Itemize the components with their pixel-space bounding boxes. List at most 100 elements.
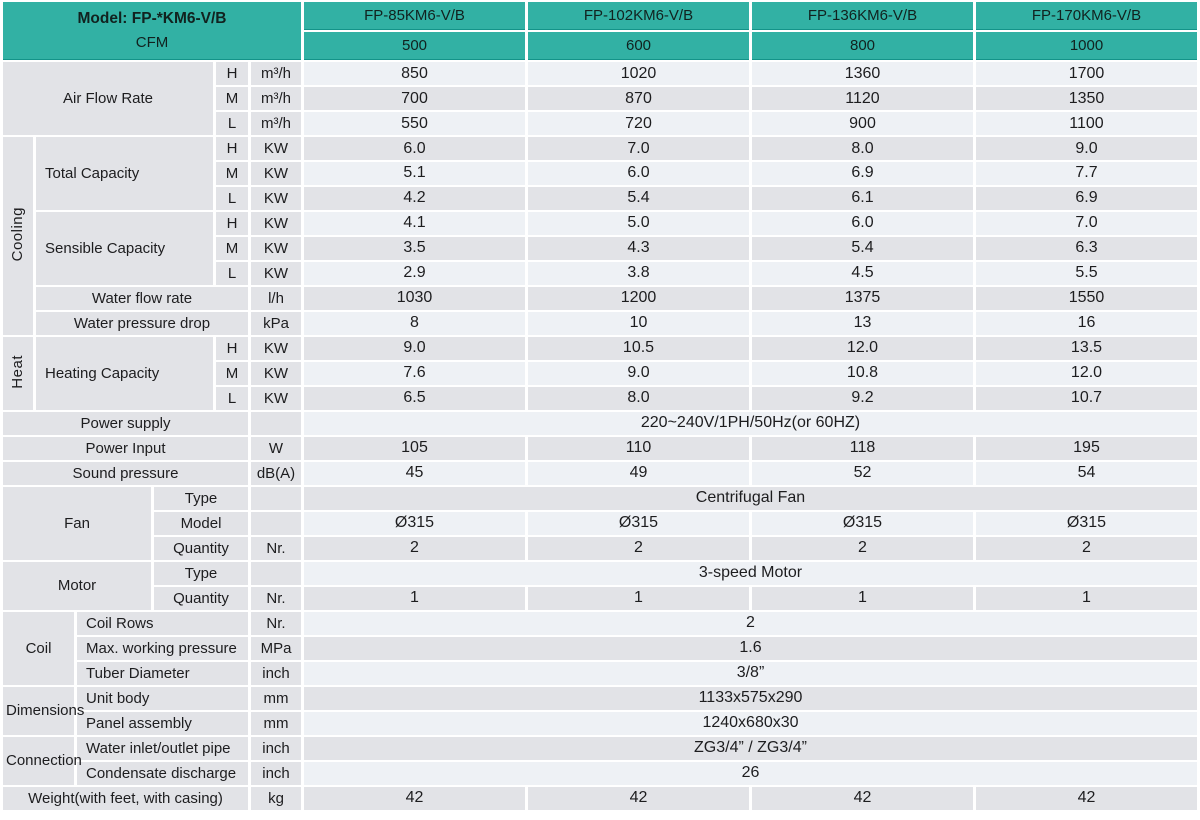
- speed-label: H: [216, 212, 248, 236]
- max-working-pressure-row: Max. working pressure MPa 1.6: [3, 636, 1197, 660]
- empty-unit-cell: [251, 511, 301, 535]
- unit-body-row: Dimensions Unit body mm 1133x575x290: [3, 686, 1197, 735]
- sensible-capacity-m-row: M KW 3.5 4.3 5.4 6.3: [3, 237, 1197, 261]
- value-cell: 9.0: [976, 137, 1197, 161]
- cooling-group-label: Cooling: [3, 137, 33, 336]
- water-flow-rate-row: Water flow rate l/h 1030 1200 1375 1550: [3, 287, 1197, 311]
- value-cell: 900: [752, 112, 973, 136]
- value-cell: 5.1: [304, 162, 525, 186]
- value-cell: 3.8: [528, 262, 749, 286]
- panel-assembly-label: Panel assembly: [77, 711, 248, 735]
- heating-capacity-h-row: Heat Heating Capacity H KW 9.0 10.5 12.0…: [3, 337, 1197, 411]
- unit-cell: dB(A): [251, 462, 301, 485]
- value-cell: 1200: [528, 287, 749, 311]
- heating-capacity-label: Heating Capacity: [36, 337, 213, 411]
- cfm-value-cell: 800: [752, 32, 973, 61]
- value-cell: 2: [304, 536, 525, 560]
- condensate-discharge-value: 26: [304, 761, 1197, 785]
- value-cell: 13.5: [976, 337, 1197, 361]
- motor-type-value: 3-speed Motor: [304, 561, 1197, 585]
- fan-type-row: Fan Type Centrifugal Fan: [3, 486, 1197, 560]
- speed-label: H: [216, 62, 248, 86]
- speed-label: L: [216, 262, 248, 286]
- sound-pressure-label: Sound pressure: [3, 462, 248, 485]
- value-cell: 8.0: [752, 137, 973, 161]
- model-column-header: FP-136KM6-V/B: [752, 2, 973, 31]
- water-pipe-row: Connection Water inlet/outlet pipe inch …: [3, 736, 1197, 785]
- value-cell: 720: [528, 112, 749, 136]
- value-cell: 45: [304, 462, 525, 485]
- heat-group-label: Heat: [3, 337, 33, 411]
- coil-rows-row: Coil Coil Rows Nr. 2: [3, 611, 1197, 685]
- power-supply-value: 220~240V/1PH/50Hz(or 60HZ): [304, 412, 1197, 436]
- value-cell: 42: [752, 786, 973, 810]
- unit-cell: inch: [251, 736, 301, 760]
- value-cell: 6.9: [752, 162, 973, 186]
- unit-body-value: 1133x575x290: [304, 686, 1197, 710]
- unit-cell: MPa: [251, 636, 301, 660]
- unit-cell: mm: [251, 686, 301, 710]
- empty-unit-cell: [251, 412, 301, 436]
- cooling-vertical-text: Cooling: [9, 206, 27, 262]
- unit-cell: KW: [251, 187, 301, 211]
- value-cell: 1550: [976, 287, 1197, 311]
- weight-row: Weight(with feet, with casing) kg 42 42 …: [3, 786, 1197, 810]
- value-cell: 10.7: [976, 387, 1197, 411]
- unit-cell: Nr.: [251, 611, 301, 635]
- value-cell: 1: [304, 586, 525, 610]
- unit-cell: KW: [251, 137, 301, 161]
- tuber-diameter-row: Tuber Diameter inch 3/8”: [3, 661, 1197, 685]
- value-cell: 6.5: [304, 387, 525, 411]
- connection-group-label: Connection: [3, 736, 82, 785]
- value-cell: 16: [976, 312, 1197, 336]
- value-cell: 8: [304, 312, 525, 336]
- value-cell: 870: [528, 87, 749, 111]
- value-cell: 700: [304, 87, 525, 111]
- water-flow-rate-label: Water flow rate: [36, 287, 248, 311]
- value-cell: 7.0: [528, 137, 749, 161]
- value-cell: 1020: [528, 62, 749, 86]
- value-cell: 5.4: [528, 187, 749, 211]
- coil-rows-label: Coil Rows: [77, 611, 248, 635]
- unit-cell: l/h: [251, 287, 301, 311]
- value-cell: Ø315: [304, 511, 525, 535]
- unit-cell: mm: [251, 711, 301, 735]
- dimensions-group-label: Dimensions: [3, 686, 84, 735]
- value-cell: 4.2: [304, 187, 525, 211]
- value-cell: 4.1: [304, 212, 525, 236]
- speed-label: M: [216, 87, 248, 111]
- water-pressure-drop-label: Water pressure drop: [36, 312, 248, 336]
- cfm-value-cell: 500: [304, 32, 525, 61]
- value-cell: 1350: [976, 87, 1197, 111]
- value-cell: 195: [976, 437, 1197, 460]
- total-capacity-label: Total Capacity: [36, 137, 213, 211]
- value-cell: 1100: [976, 112, 1197, 136]
- coil-group-label: Coil: [3, 611, 74, 685]
- air-flow-rate-label: Air Flow Rate: [3, 62, 213, 136]
- value-cell: 42: [976, 786, 1197, 810]
- value-cell: 6.1: [752, 187, 973, 211]
- power-input-label: Power Input: [3, 437, 248, 460]
- value-cell: 1120: [752, 87, 973, 111]
- value-cell: 6.0: [304, 137, 525, 161]
- header-model-row: Model: FP-*KM6-V/B CFM FP-85KM6-V/B FP-1…: [3, 2, 1197, 61]
- speed-label: L: [216, 387, 248, 411]
- max-working-pressure-label: Max. working pressure: [77, 636, 248, 660]
- fan-type-value: Centrifugal Fan: [304, 486, 1197, 510]
- value-cell: 4.5: [752, 262, 973, 286]
- value-cell: 1: [752, 586, 973, 610]
- total-capacity-m-row: M KW 5.1 6.0 6.9 7.7: [3, 162, 1197, 186]
- unit-cell: Nr.: [251, 586, 301, 610]
- unit-cell: W: [251, 437, 301, 460]
- water-inlet-outlet-pipe-label: Water inlet/outlet pipe: [77, 736, 248, 760]
- unit-cell: kg: [251, 786, 301, 810]
- water-pressure-drop-row: Water pressure drop kPa 8 10 13 16: [3, 312, 1197, 336]
- quantity-label: Quantity: [154, 586, 248, 610]
- value-cell: 52: [752, 462, 973, 485]
- max-working-pressure-value: 1.6: [304, 636, 1197, 660]
- value-cell: 6.9: [976, 187, 1197, 211]
- quantity-label: Quantity: [154, 536, 248, 560]
- motor-type-row: Motor Type 3-speed Motor: [3, 561, 1197, 610]
- heating-capacity-l-row: L KW 6.5 8.0 9.2 10.7: [3, 387, 1197, 411]
- model-column-header: FP-102KM6-V/B: [528, 2, 749, 31]
